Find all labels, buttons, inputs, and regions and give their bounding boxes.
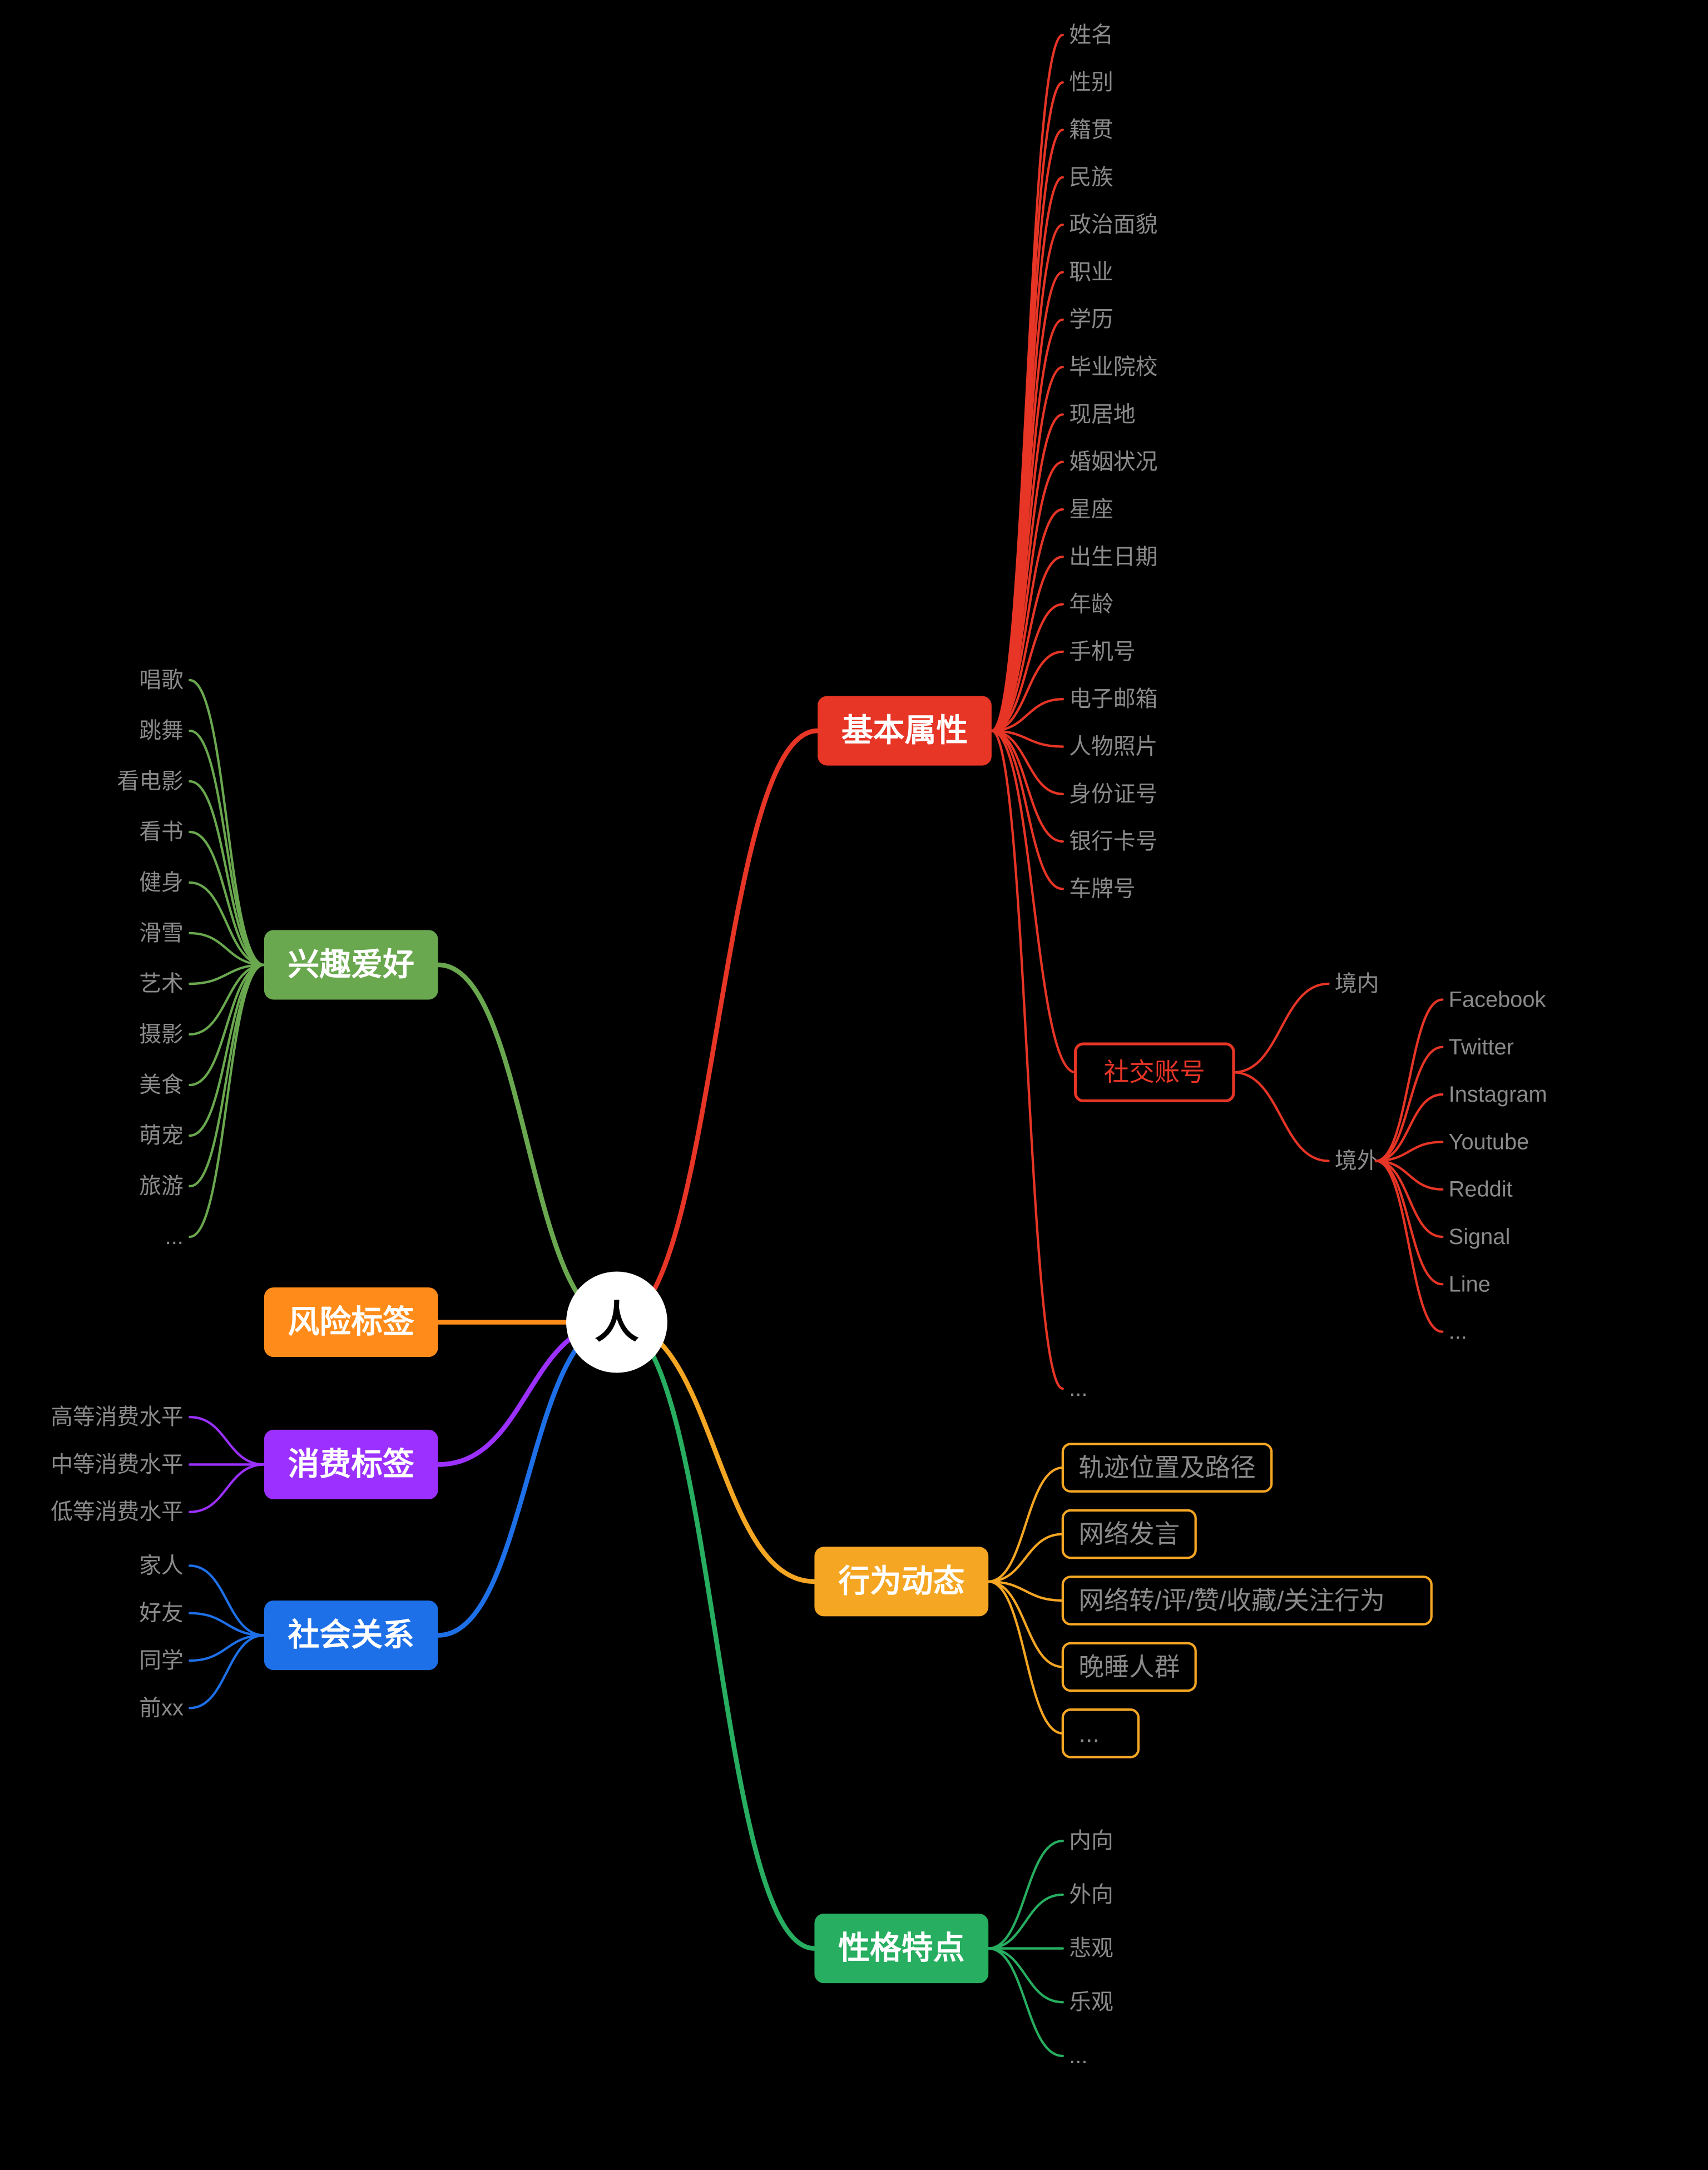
leaf-social-rel-2: 同学: [139, 1648, 184, 1673]
leaf-basic-15: 人物照片: [1069, 734, 1157, 759]
leaf-personality-3: 乐观: [1069, 1990, 1113, 2014]
edge-hobby-leaf-2: [190, 781, 264, 965]
edge-root-personality: [617, 1322, 814, 1949]
leaf-box-behavior-4[interactable]: [1063, 1710, 1138, 1757]
mindmap-canvas: 人 基本属性 姓名性别籍贯民族政治面貌职业学历毕业院校现居地婚姻状况星座出生日期年龄…: [0, 0, 1708, 2170]
branch-consume-label: 消费标签: [288, 1447, 415, 1482]
leaf-hobby-11: ...: [165, 1225, 184, 1249]
leaf-behavior-3: 晚睡人群: [1078, 1653, 1180, 1681]
leaf-personality-0: 内向: [1069, 1829, 1113, 1853]
leaf-hobby-8: 美食: [139, 1073, 184, 1097]
edge-root-basic: [617, 731, 818, 1322]
leaf-overseas-3: Youtube: [1449, 1129, 1529, 1154]
edge-social-rel-leaf-3: [190, 1636, 264, 1708]
branch-hobby-label: 兴趣爱好: [288, 947, 414, 982]
leaf-hobby-0: 唱歌: [139, 668, 184, 692]
edge-social-overseas-0: [1376, 999, 1442, 1161]
leaf-overseas-6: Line: [1449, 1272, 1491, 1296]
edge-personality-leaf-0: [988, 1841, 1063, 1948]
leaf-behavior-2: 网络转/评/赞/收藏/关注行为: [1078, 1586, 1385, 1614]
leaf-social-rel-1: 好友: [139, 1601, 184, 1626]
leaf-basic-8: 现居地: [1069, 402, 1135, 427]
leaf-social-rel-0: 家人: [139, 1553, 184, 1578]
leaf-hobby-5: 滑雪: [139, 921, 184, 945]
edge-hobby-leaf-11: [190, 965, 264, 1237]
leaf-basic-14: 电子邮箱: [1069, 687, 1157, 711]
leaf-overseas-5: Signal: [1449, 1225, 1511, 1249]
edge-hobby-leaf-9: [190, 965, 264, 1136]
leaf-overseas-0: Facebook: [1449, 987, 1546, 1012]
leaf-hobby-10: 旅游: [139, 1174, 184, 1198]
leaf-basic-18: 车牌号: [1069, 876, 1135, 901]
leaf-basic-7: 毕业院校: [1069, 355, 1157, 379]
leaf-hobby-9: 萌宠: [139, 1123, 184, 1148]
edge-personality-leaf-3: [988, 1949, 1063, 2003]
edge-basic-social: [992, 731, 1076, 1072]
edge-root-hobby: [438, 965, 617, 1322]
leaf-hobby-1: 跳舞: [139, 719, 184, 743]
leaf-basic-9: 婚姻状况: [1069, 450, 1157, 474]
leaf-basic-11: 出生日期: [1069, 544, 1157, 569]
edge-root-social-rel: [438, 1322, 617, 1636]
leaf-basic-0: 姓名: [1069, 23, 1113, 47]
edge-behavior-leaf-4: [988, 1582, 1063, 1733]
leaf-consume-1: 中等消费水平: [51, 1452, 184, 1477]
leaf-basic-6: 学历: [1069, 308, 1113, 332]
edge-consume-leaf-2: [190, 1464, 264, 1512]
edge-basic-leaf-5: [992, 272, 1063, 731]
subbranch-social-label: 社交账号: [1104, 1058, 1205, 1087]
leaf-overseas-2: Instagram: [1449, 1082, 1547, 1107]
leaf-social-rel-3: 前xx: [139, 1696, 184, 1720]
leaf-basic-13: 手机号: [1069, 640, 1135, 664]
leaf-consume-0: 高等消费水平: [51, 1405, 184, 1429]
root-label: 人: [595, 1297, 639, 1347]
edge-social-境外: [1234, 1072, 1329, 1161]
edge-social-overseas-7: [1376, 1161, 1442, 1331]
edge-basic-extra-basic-ellipsis: [992, 731, 1063, 1389]
leaf-hobby-7: 摄影: [139, 1022, 184, 1047]
edge-personality-leaf-4: [988, 1949, 1063, 2056]
leaf-basic-2: 籍贯: [1069, 118, 1113, 142]
leaf-behavior-1: 网络发言: [1078, 1520, 1180, 1548]
edge-behavior-leaf-1: [988, 1534, 1063, 1582]
leaf-behavior-0: 轨迹位置及路径: [1078, 1454, 1255, 1482]
leaf-basic-4: 政治面貌: [1069, 212, 1157, 237]
edge-social-overseas-1: [1376, 1047, 1442, 1161]
leaf-personality-2: 悲观: [1069, 1936, 1113, 1961]
leaf-hobby-4: 健身: [139, 870, 184, 895]
branch-basic-label: 基本属性: [841, 714, 968, 749]
branch-social-rel-label: 社会关系: [288, 1618, 414, 1653]
leaf-hobby-3: 看书: [139, 820, 184, 844]
branch-risk-label: 风险标签: [288, 1305, 415, 1340]
edge-consume-leaf-0: [190, 1417, 264, 1464]
leaf-personality-4: ...: [1069, 2044, 1087, 2068]
leaf-behavior-4: ...: [1078, 1719, 1100, 1747]
subleaf-social-境外: 境外: [1335, 1148, 1379, 1173]
leaf-hobby-2: 看电影: [117, 769, 183, 794]
leaf-personality-1: 外向: [1069, 1882, 1113, 1907]
leaf-hobby-6: 艺术: [139, 972, 184, 996]
leaf-overseas-4: Reddit: [1449, 1177, 1513, 1202]
edge-basic-leaf-17: [992, 731, 1063, 841]
edge-social-境内: [1234, 984, 1329, 1072]
leaf-basic-12: 年龄: [1069, 592, 1113, 617]
branch-personality-label: 性格特点: [838, 1931, 964, 1966]
edge-basic-leaf-1: [992, 82, 1063, 731]
leaf-consume-2: 低等消费水平: [51, 1500, 184, 1524]
extra-basic-ellipsis: ...: [1069, 1376, 1087, 1401]
leaf-basic-3: 民族: [1069, 165, 1113, 190]
subleaf-social-境内: 境内: [1335, 972, 1379, 996]
leaf-basic-1: 性别: [1069, 70, 1113, 95]
leaf-basic-16: 身份证号: [1069, 782, 1157, 806]
edge-social-overseas-6: [1376, 1161, 1442, 1284]
leaf-basic-5: 职业: [1069, 260, 1113, 284]
edge-behavior-leaf-0: [988, 1468, 1063, 1582]
leaf-basic-17: 银行卡号: [1069, 829, 1157, 854]
edge-hobby-leaf-1: [190, 731, 264, 965]
leaf-overseas-7: ...: [1449, 1320, 1467, 1344]
branch-behavior-label: 行为动态: [838, 1564, 965, 1599]
leaf-overseas-1: Twitter: [1449, 1035, 1514, 1059]
leaf-basic-10: 星座: [1069, 497, 1113, 522]
edge-personality-leaf-1: [988, 1895, 1063, 1949]
